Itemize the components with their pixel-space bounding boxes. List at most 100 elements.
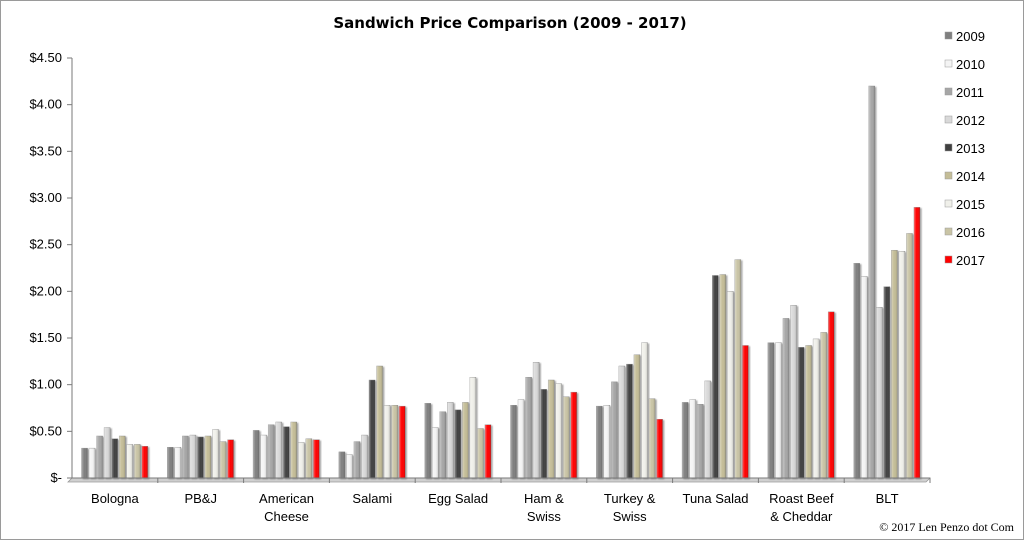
bar (182, 435, 189, 479)
legend-label: 2016 (956, 225, 985, 240)
bar-shading (204, 436, 211, 478)
bar (547, 379, 555, 479)
legend-swatch (944, 31, 953, 40)
bar-shading (290, 422, 297, 478)
bar-shading (182, 436, 189, 478)
bar (681, 402, 689, 479)
bar-shading (369, 380, 376, 478)
bar (861, 276, 868, 479)
bar (447, 402, 454, 479)
category-label-line: BLT (876, 491, 899, 506)
bar-shading (104, 427, 111, 478)
bar (298, 442, 305, 479)
bar (876, 307, 883, 479)
bar-shading (813, 338, 820, 478)
legend: 2009 2010 2011 2012 2013 2014 2015 2016 2017 (944, 29, 985, 268)
bar-shading (798, 347, 805, 478)
bar-shading (828, 311, 835, 478)
bar (742, 345, 749, 479)
y-tick-label: $1.00 (29, 377, 62, 392)
x-category-label: Salami (352, 491, 392, 506)
legend-label: 2014 (956, 169, 985, 184)
bar (648, 398, 656, 479)
bar (283, 426, 290, 479)
bar (353, 441, 361, 479)
copyright-text: © 2017 Len Penzo dot Com (879, 520, 1014, 534)
bar-shading (649, 398, 656, 478)
bar (540, 389, 547, 479)
legend-swatch (944, 115, 953, 124)
bar-shading (525, 377, 532, 478)
category-label-line: American (259, 491, 314, 506)
x-category-label: Roast Beef & Cheddar (769, 491, 834, 524)
bar (913, 207, 921, 479)
bar (189, 434, 197, 479)
bar (141, 446, 148, 479)
legend-item: 2016 (944, 225, 985, 240)
bar-shading (563, 396, 570, 478)
bar-shading (719, 274, 726, 478)
bar-shading (454, 409, 461, 478)
legend-item: 2011 (944, 85, 984, 100)
x-category-label: Egg Salad (428, 491, 488, 506)
bar-shading (353, 441, 360, 478)
legend-item: 2017 (944, 253, 985, 268)
legend-item: 2010 (944, 57, 985, 72)
category-label-line: Egg Salad (428, 491, 488, 506)
bar (812, 338, 820, 479)
bar (633, 354, 641, 479)
bar-shading (540, 389, 547, 478)
bar (424, 403, 431, 479)
bar (88, 447, 96, 479)
bar-shading (462, 402, 469, 478)
bar-shading (253, 430, 260, 478)
bar-shading (682, 402, 689, 478)
bars-group (81, 85, 921, 479)
bar-shading (189, 435, 196, 478)
bar (361, 434, 368, 479)
bar (477, 428, 484, 479)
bar-shading (227, 439, 234, 478)
bar (775, 342, 782, 479)
bar (767, 342, 775, 479)
bar-shading (260, 435, 267, 478)
bar (555, 383, 562, 479)
bar-shading (805, 345, 812, 478)
bar-shading (868, 86, 875, 478)
bar (338, 451, 346, 479)
bar (260, 434, 267, 479)
legend-swatch (944, 227, 953, 236)
bar (469, 377, 477, 479)
y-axis-ticks: $- $0.50 $1.00 $1.50 $2.00 $2.50 $3.00 $3.50 $4.… (29, 50, 72, 485)
bar (563, 396, 570, 479)
bar (689, 399, 696, 479)
category-label-line: Ham & (524, 491, 564, 506)
bar-shading (820, 332, 827, 478)
bar-shading (596, 406, 603, 478)
chart-title: Sandwich Price Comparison (2009 - 2017) (333, 14, 686, 32)
bar (111, 438, 118, 479)
category-label-line: PB&J (184, 491, 217, 506)
x-category-label: Bologna (91, 491, 139, 506)
legend-swatch (944, 143, 953, 152)
bar-shading (570, 392, 577, 478)
bar (827, 311, 835, 479)
chart-floor (67, 477, 931, 483)
bar-shading (134, 444, 141, 478)
bar (134, 444, 141, 479)
bar (398, 405, 406, 479)
bar-shading (891, 250, 898, 478)
y-tick-label: $2.50 (29, 237, 62, 252)
bar-shading (439, 411, 446, 478)
bar-shading (305, 438, 312, 478)
bar (439, 411, 446, 479)
bar (712, 275, 719, 479)
bar-shading (220, 441, 227, 478)
y-tick-label: $- (50, 470, 62, 485)
bar-shading (212, 429, 219, 478)
bar-shading (712, 275, 719, 478)
x-category-label: BLT (876, 491, 899, 506)
bar-shading (555, 383, 562, 478)
bar (81, 447, 88, 479)
bar (883, 286, 891, 479)
